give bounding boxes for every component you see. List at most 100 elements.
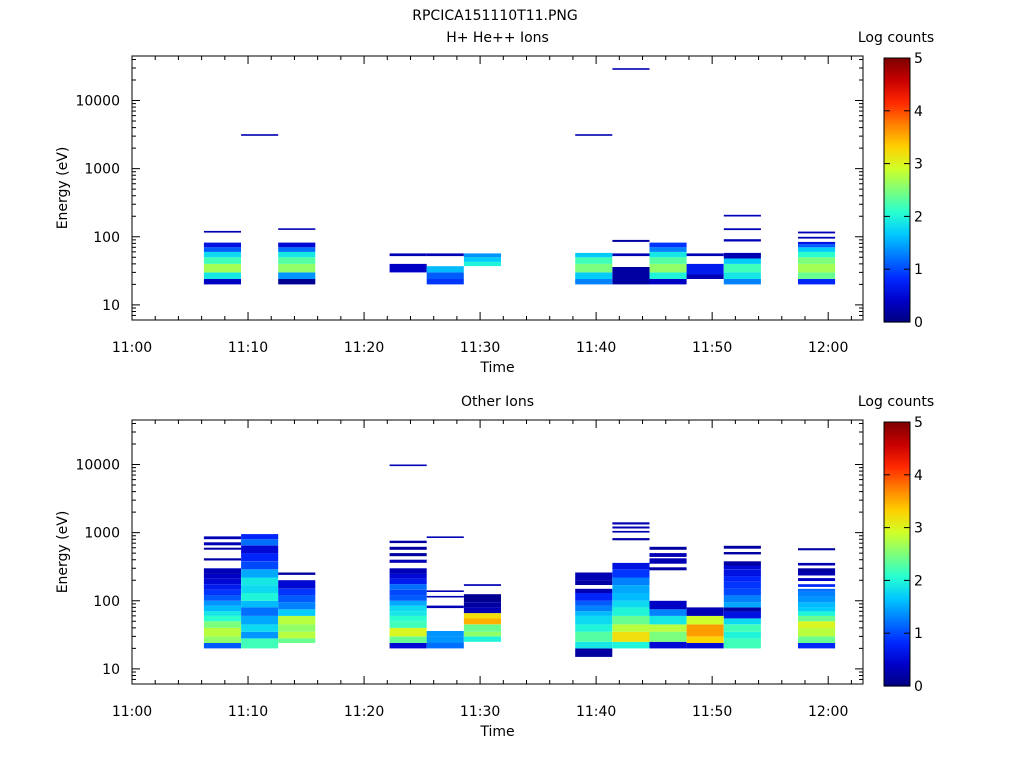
colorbar-segment — [884, 205, 910, 209]
colorbar-segment — [884, 661, 910, 665]
colorbar-segment — [884, 185, 910, 189]
colorbar-segment — [884, 529, 910, 533]
heatmap-cells-0 — [203, 68, 836, 285]
heatmap-cell — [389, 464, 427, 467]
x-tick-label: 11:30 — [460, 704, 500, 720]
colorbar-segment — [884, 214, 910, 217]
colorbar-segment — [884, 609, 910, 612]
colorbar-1 — [884, 422, 910, 687]
heatmap-cell — [203, 600, 241, 606]
colorbar-segment — [884, 683, 910, 687]
colorbar-segment — [884, 444, 910, 447]
heatmap-cell — [278, 588, 316, 596]
heatmap-cell — [649, 257, 687, 264]
colorbar-segment — [884, 681, 910, 685]
heatmap-cell — [686, 607, 724, 616]
colorbar-segment — [884, 141, 910, 145]
colorbar-segment — [884, 595, 910, 599]
colorbar-segment — [884, 282, 910, 286]
figure-title: RPCICA151110T11.PNG — [412, 8, 577, 24]
colorbar-segment — [884, 452, 910, 456]
y-tick-label: 10 — [102, 298, 120, 314]
heatmap-cell — [723, 279, 761, 285]
colorbar-segment — [884, 115, 910, 118]
colorbar-segment — [884, 562, 910, 566]
colorbar-segment — [884, 102, 910, 105]
colorbar-segment — [884, 677, 910, 680]
heatmap-cell — [798, 548, 836, 551]
colorbar-label: Log counts — [858, 30, 934, 46]
heatmap-cell — [723, 565, 761, 570]
colorbar-segment — [884, 422, 910, 425]
heatmap-cell — [463, 253, 501, 258]
colorbar-segment — [884, 302, 910, 305]
y-tick-label: 100 — [93, 594, 120, 610]
heatmap-cell — [612, 562, 650, 570]
colorbar-tick-label: 1 — [914, 262, 923, 278]
heatmap-cell — [798, 596, 836, 603]
colorbar-segment — [884, 179, 910, 182]
heatmap-cell — [612, 522, 650, 525]
colorbar-segment — [884, 218, 910, 222]
heatmap-cell — [575, 641, 613, 649]
colorbar-segment — [884, 223, 910, 226]
colorbar-segment — [884, 527, 910, 531]
heatmap-cell — [798, 568, 836, 573]
colorbar-segment — [884, 77, 910, 81]
colorbar-segment — [884, 181, 910, 184]
colorbar-segment — [884, 459, 910, 463]
colorbar-segment — [884, 236, 910, 239]
heatmap-cell — [241, 577, 279, 585]
heatmap-cell — [798, 602, 836, 608]
heatmap-cell — [723, 239, 761, 242]
colorbar-segment — [884, 139, 910, 143]
heatmap-cell — [723, 214, 761, 217]
x-axis-label: Time — [479, 360, 514, 376]
heatmap-cell — [241, 593, 279, 601]
heatmap-cell — [723, 611, 761, 619]
colorbar-segment — [884, 540, 910, 544]
colorbar-segment — [884, 187, 910, 191]
heatmap-cell — [723, 569, 761, 577]
heatmap-cell — [798, 615, 836, 622]
colorbar-segment — [884, 247, 910, 250]
heatmap-cell — [575, 600, 613, 606]
heatmap-cell — [723, 588, 761, 596]
heatmap-cell — [463, 594, 501, 603]
heatmap-cell — [798, 588, 836, 592]
heatmap-cell — [389, 605, 427, 612]
heatmap-cell — [798, 636, 836, 643]
heatmap-cell — [612, 615, 650, 625]
colorbar-segment — [884, 534, 910, 537]
heatmap-cell — [278, 595, 316, 603]
panel-title: H+ He++ Ions — [446, 30, 549, 46]
colorbar-segment — [884, 679, 910, 683]
colorbar-segment — [884, 95, 910, 99]
colorbar-segment — [884, 267, 910, 270]
heatmap-cell — [798, 279, 836, 285]
heatmap-cell — [389, 553, 427, 557]
y-tick-label: 10 — [102, 662, 120, 678]
colorbar-segment — [884, 591, 910, 595]
colorbar-segment — [884, 227, 910, 231]
y-axis-label: Energy (eV) — [55, 511, 71, 594]
heatmap-cell — [241, 631, 279, 639]
heatmap-cell — [241, 134, 279, 136]
x-tick-label: 11:20 — [344, 340, 384, 356]
heatmap-cell — [241, 539, 279, 546]
heatmap-cell — [612, 530, 650, 533]
heatmap-cell — [203, 573, 241, 579]
heatmap-cells-1 — [203, 464, 836, 657]
heatmap-cell — [575, 631, 613, 642]
y-tick-label: 1000 — [84, 526, 120, 542]
colorbar-segment — [884, 644, 910, 647]
heatmap-cell — [612, 267, 650, 285]
heatmap-cell — [723, 607, 761, 612]
colorbar-segment — [884, 231, 910, 235]
heatmap-cell — [723, 595, 761, 603]
colorbar-segment — [884, 512, 910, 515]
colorbar-segment — [884, 450, 910, 454]
heatmap-cell — [203, 621, 241, 628]
colorbar-segment — [884, 174, 910, 178]
heatmap-cell — [389, 595, 427, 601]
